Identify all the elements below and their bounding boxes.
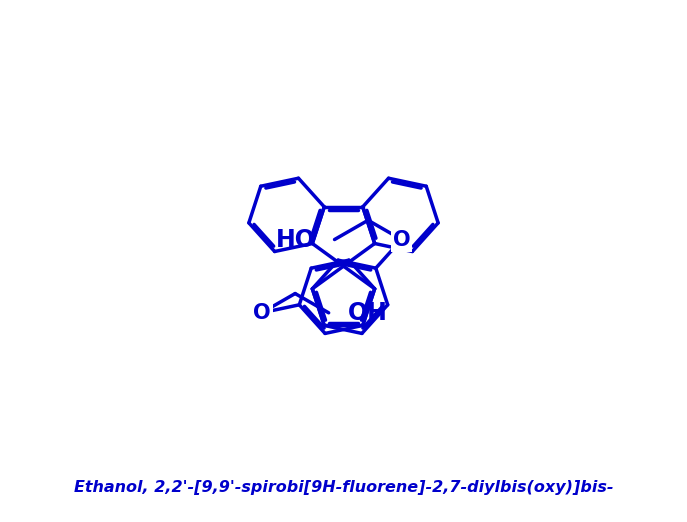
Text: HO: HO [275, 228, 315, 252]
Text: Ethanol, 2,2'-[9,9'-spirobi[9H-fluorene]-2,7-diylbis(oxy)]bis-: Ethanol, 2,2'-[9,9'-spirobi[9H-fluorene]… [74, 480, 613, 494]
Text: O: O [253, 303, 271, 323]
Text: OH: OH [348, 301, 387, 325]
Text: O: O [393, 230, 410, 250]
